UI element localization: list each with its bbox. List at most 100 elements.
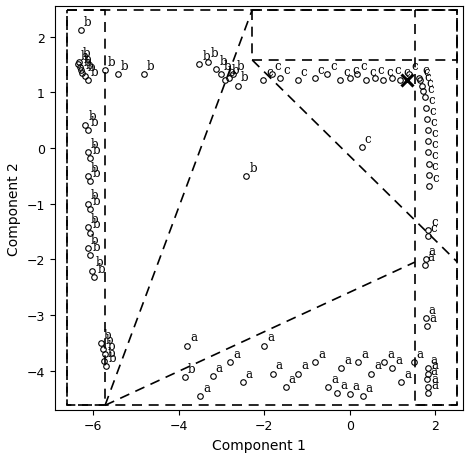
Text: b: b	[84, 56, 92, 69]
Text: a: a	[340, 378, 347, 391]
Text: a: a	[267, 331, 274, 344]
X-axis label: Component 1: Component 1	[212, 438, 306, 452]
Text: b: b	[106, 334, 114, 347]
Text: b: b	[91, 66, 99, 78]
Text: a: a	[428, 250, 435, 263]
Text: c: c	[431, 127, 438, 140]
Text: c: c	[432, 149, 439, 162]
Text: b: b	[97, 263, 105, 275]
Text: b: b	[93, 218, 101, 231]
Text: a: a	[374, 358, 381, 371]
Text: a: a	[404, 367, 411, 380]
Text: a: a	[429, 245, 436, 257]
Text: b: b	[93, 144, 101, 157]
Text: b: b	[108, 56, 116, 69]
Text: a: a	[190, 331, 197, 344]
Text: a: a	[430, 311, 437, 325]
Text: b: b	[249, 161, 257, 174]
Text: b: b	[91, 234, 99, 246]
Text: c: c	[283, 64, 290, 77]
Text: b: b	[188, 363, 196, 375]
Text: b: b	[83, 53, 91, 66]
Text: b: b	[108, 339, 116, 352]
Text: c: c	[352, 64, 360, 77]
Text: b: b	[93, 195, 101, 207]
Text: c: c	[432, 171, 439, 184]
Text: a: a	[417, 347, 424, 360]
Text: a: a	[361, 347, 368, 360]
Text: a: a	[233, 347, 240, 360]
Text: c: c	[318, 64, 324, 77]
Text: c: c	[426, 77, 433, 90]
Text: b: b	[81, 50, 89, 63]
Text: c: c	[422, 64, 429, 77]
Text: b: b	[219, 55, 227, 67]
Text: b: b	[236, 60, 244, 73]
Text: c: c	[424, 71, 431, 84]
Text: b: b	[87, 61, 95, 74]
Text: b: b	[86, 58, 93, 72]
Text: c: c	[432, 160, 439, 173]
Text: c: c	[365, 132, 371, 146]
Text: a: a	[429, 303, 436, 316]
Text: a: a	[289, 372, 296, 386]
Text: c: c	[428, 82, 434, 95]
Text: a: a	[431, 358, 438, 371]
Text: c: c	[330, 60, 337, 73]
Text: c: c	[431, 116, 437, 129]
Text: a: a	[246, 367, 253, 380]
Text: b: b	[91, 161, 99, 174]
Text: a: a	[431, 378, 439, 391]
Text: b: b	[211, 47, 219, 60]
Text: a: a	[431, 372, 438, 386]
Text: a: a	[216, 361, 223, 374]
Text: b: b	[107, 346, 115, 359]
Text: a: a	[395, 353, 402, 366]
Text: b: b	[202, 50, 210, 63]
Text: b: b	[109, 351, 117, 364]
Text: a: a	[331, 372, 338, 386]
Text: b: b	[95, 256, 103, 269]
Text: c: c	[377, 64, 384, 77]
Text: a: a	[352, 379, 360, 392]
Text: c: c	[386, 66, 393, 78]
Text: c: c	[395, 64, 401, 77]
Text: b: b	[224, 60, 231, 73]
Text: c: c	[429, 94, 436, 106]
Text: c: c	[275, 60, 282, 73]
Text: b: b	[91, 116, 99, 129]
Text: b: b	[147, 60, 154, 73]
Text: b: b	[104, 328, 111, 341]
Text: b: b	[82, 47, 90, 60]
Text: b: b	[121, 60, 128, 73]
Text: b: b	[93, 167, 101, 180]
Text: a: a	[203, 381, 210, 394]
Text: c: c	[431, 221, 437, 234]
Text: b: b	[84, 16, 92, 28]
Text: a: a	[276, 358, 283, 371]
Text: b: b	[241, 71, 248, 84]
Text: a: a	[319, 347, 326, 360]
Text: b: b	[228, 66, 235, 78]
Text: c: c	[360, 60, 367, 73]
Text: a: a	[344, 353, 351, 366]
Text: c: c	[300, 66, 307, 78]
Text: c: c	[423, 66, 430, 78]
Text: a: a	[430, 364, 437, 377]
Y-axis label: Component 2: Component 2	[7, 162, 21, 255]
Text: c: c	[431, 216, 438, 229]
Text: c: c	[403, 66, 410, 78]
Text: c: c	[369, 66, 376, 78]
Text: c: c	[266, 66, 273, 78]
Text: c: c	[343, 66, 350, 78]
Text: b: b	[91, 213, 99, 225]
Text: a: a	[431, 353, 438, 366]
Text: b: b	[88, 110, 96, 123]
Text: b: b	[93, 240, 101, 253]
Text: a: a	[366, 381, 373, 394]
Text: c: c	[431, 138, 438, 151]
Text: b: b	[91, 189, 99, 202]
Text: a: a	[301, 358, 308, 371]
Text: a: a	[387, 347, 394, 360]
Text: b: b	[232, 64, 240, 77]
